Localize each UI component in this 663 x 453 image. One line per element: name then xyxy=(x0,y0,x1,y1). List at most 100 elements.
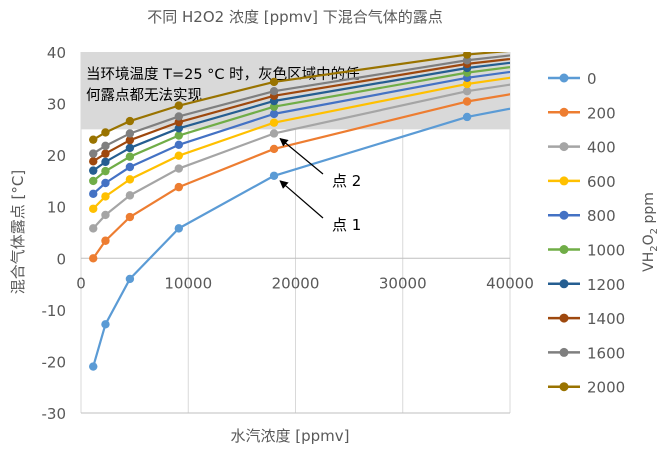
point-400-1 xyxy=(101,210,110,220)
legend-title: VH2O2 ppm xyxy=(641,192,660,272)
point-200-4 xyxy=(269,144,279,154)
legend-label-2000: 2000 xyxy=(587,379,625,397)
point-0-3 xyxy=(174,224,184,233)
point-200-1 xyxy=(101,236,110,245)
legend-marker-2000 xyxy=(559,382,569,392)
legend-title-sub2a: 2 xyxy=(649,245,660,251)
legend-marker-600 xyxy=(559,176,569,186)
y-tick-label-4: 10 xyxy=(47,199,66,217)
point-800-4 xyxy=(269,109,279,119)
point-600-4 xyxy=(269,118,279,127)
legend-marker-400 xyxy=(559,142,569,152)
point-400-3 xyxy=(174,164,184,173)
legend-label-1600: 1600 xyxy=(587,344,625,362)
y-tick-label-1: -20 xyxy=(42,353,67,371)
callout-arrow-2 xyxy=(279,137,324,175)
legend-title-sub2b: 2 xyxy=(649,228,660,234)
point-1600-3 xyxy=(174,112,184,121)
point-600-3 xyxy=(174,151,184,160)
legend-title-ppm: ppm xyxy=(641,192,657,228)
point-1000-0 xyxy=(89,176,98,186)
point-1600-1 xyxy=(101,141,110,151)
point-400-4 xyxy=(269,129,279,138)
callout-arrow-1 xyxy=(279,180,324,219)
point-600-1 xyxy=(101,192,110,201)
legend-marker-800 xyxy=(559,210,569,220)
point-800-1 xyxy=(101,178,110,188)
point-200-2 xyxy=(125,212,135,222)
region-note-line1: 当环境温度 T=25 °C 时，灰色区域中的任 xyxy=(86,65,360,83)
point-1200-2 xyxy=(125,143,135,153)
legend-title-o: O xyxy=(641,234,657,245)
point-200-5 xyxy=(462,97,472,106)
legend-label-1000: 1000 xyxy=(587,242,625,260)
point-800-2 xyxy=(125,162,135,172)
callout-label-2: 点 2 xyxy=(332,172,361,190)
x-tick-label-1: 10000 xyxy=(164,274,212,292)
point-1400-1 xyxy=(101,149,110,158)
region-note-line2: 何露点都无法实现 xyxy=(86,87,202,104)
point-1000-2 xyxy=(125,152,135,161)
axes: -30 -20 -10 0 10 20 30 40 0 10000 20000 30000 40000 xyxy=(42,44,534,423)
point-2000-2 xyxy=(125,116,135,126)
point-400-2 xyxy=(125,191,135,200)
point-0-1 xyxy=(101,320,110,329)
point-0-5 xyxy=(462,112,472,122)
legend-label-1400: 1400 xyxy=(587,310,625,328)
chart-title: 不同 H2O2 浓度 [ppmv] 下混合气体的露点 xyxy=(147,8,442,26)
point-200-3 xyxy=(174,182,184,192)
point-1200-1 xyxy=(101,157,110,167)
point-400-0 xyxy=(89,224,98,233)
y-tick-label-2: -10 xyxy=(42,302,67,320)
legend-label-200: 200 xyxy=(587,104,616,122)
point-2000-0 xyxy=(89,135,98,144)
y-tick-label-3: 0 xyxy=(56,250,66,268)
legend-label-800: 800 xyxy=(587,207,616,225)
y-tick-label-7: 40 xyxy=(47,44,66,62)
series-lines xyxy=(89,52,510,371)
x-tick-label-0: 0 xyxy=(76,274,86,292)
legend-label-600: 600 xyxy=(587,173,616,191)
point-1600-0 xyxy=(89,149,98,158)
point-1200-3 xyxy=(174,124,184,133)
legend-marker-1000 xyxy=(559,245,569,254)
point-400-5 xyxy=(462,86,472,96)
legend-title-v: VH xyxy=(641,252,657,272)
callout-label-1: 点 1 xyxy=(332,216,361,234)
point-2000-1 xyxy=(101,128,110,137)
point-0-2 xyxy=(125,274,135,284)
point-2000-5 xyxy=(462,52,472,59)
y-axis-label: 混合气体露点 [°C] xyxy=(9,170,27,294)
legend-label-1200: 1200 xyxy=(587,276,625,294)
y-tick-label-0: -30 xyxy=(42,405,67,423)
point-2000-3 xyxy=(174,101,184,110)
point-800-3 xyxy=(174,140,184,150)
x-axis-label: 水汽浓度 [ppmv] xyxy=(230,427,349,445)
legend: 0 200 400 600 800 1000 1200 1400 1600 2000 xyxy=(548,70,625,397)
legend-marker-1400 xyxy=(559,313,569,323)
point-1200-0 xyxy=(89,166,98,175)
x-tick-label-2: 20000 xyxy=(272,274,320,292)
x-tick-label-4: 40000 xyxy=(486,274,534,292)
point-600-5 xyxy=(462,79,472,89)
point-1600-4 xyxy=(269,86,279,96)
point-1000-1 xyxy=(101,166,110,176)
point-0-4 xyxy=(269,171,279,180)
point-800-0 xyxy=(89,189,98,199)
point-1400-0 xyxy=(89,157,98,166)
legend-label-400: 400 xyxy=(587,139,616,157)
point-600-2 xyxy=(125,175,135,184)
legend-label-0: 0 xyxy=(587,70,597,88)
y-tick-label-5: 20 xyxy=(47,147,66,165)
point-600-0 xyxy=(89,204,98,213)
point-1400-2 xyxy=(125,135,135,145)
point-1000-3 xyxy=(174,131,184,140)
legend-marker-200 xyxy=(559,107,569,117)
x-tick-label-3: 30000 xyxy=(379,274,427,292)
point-0-0 xyxy=(89,362,98,371)
callouts: 点 1 点 2 xyxy=(279,137,361,234)
point-2000-4 xyxy=(269,77,279,87)
legend-marker-1600 xyxy=(559,347,569,357)
legend-marker-0 xyxy=(559,73,569,83)
